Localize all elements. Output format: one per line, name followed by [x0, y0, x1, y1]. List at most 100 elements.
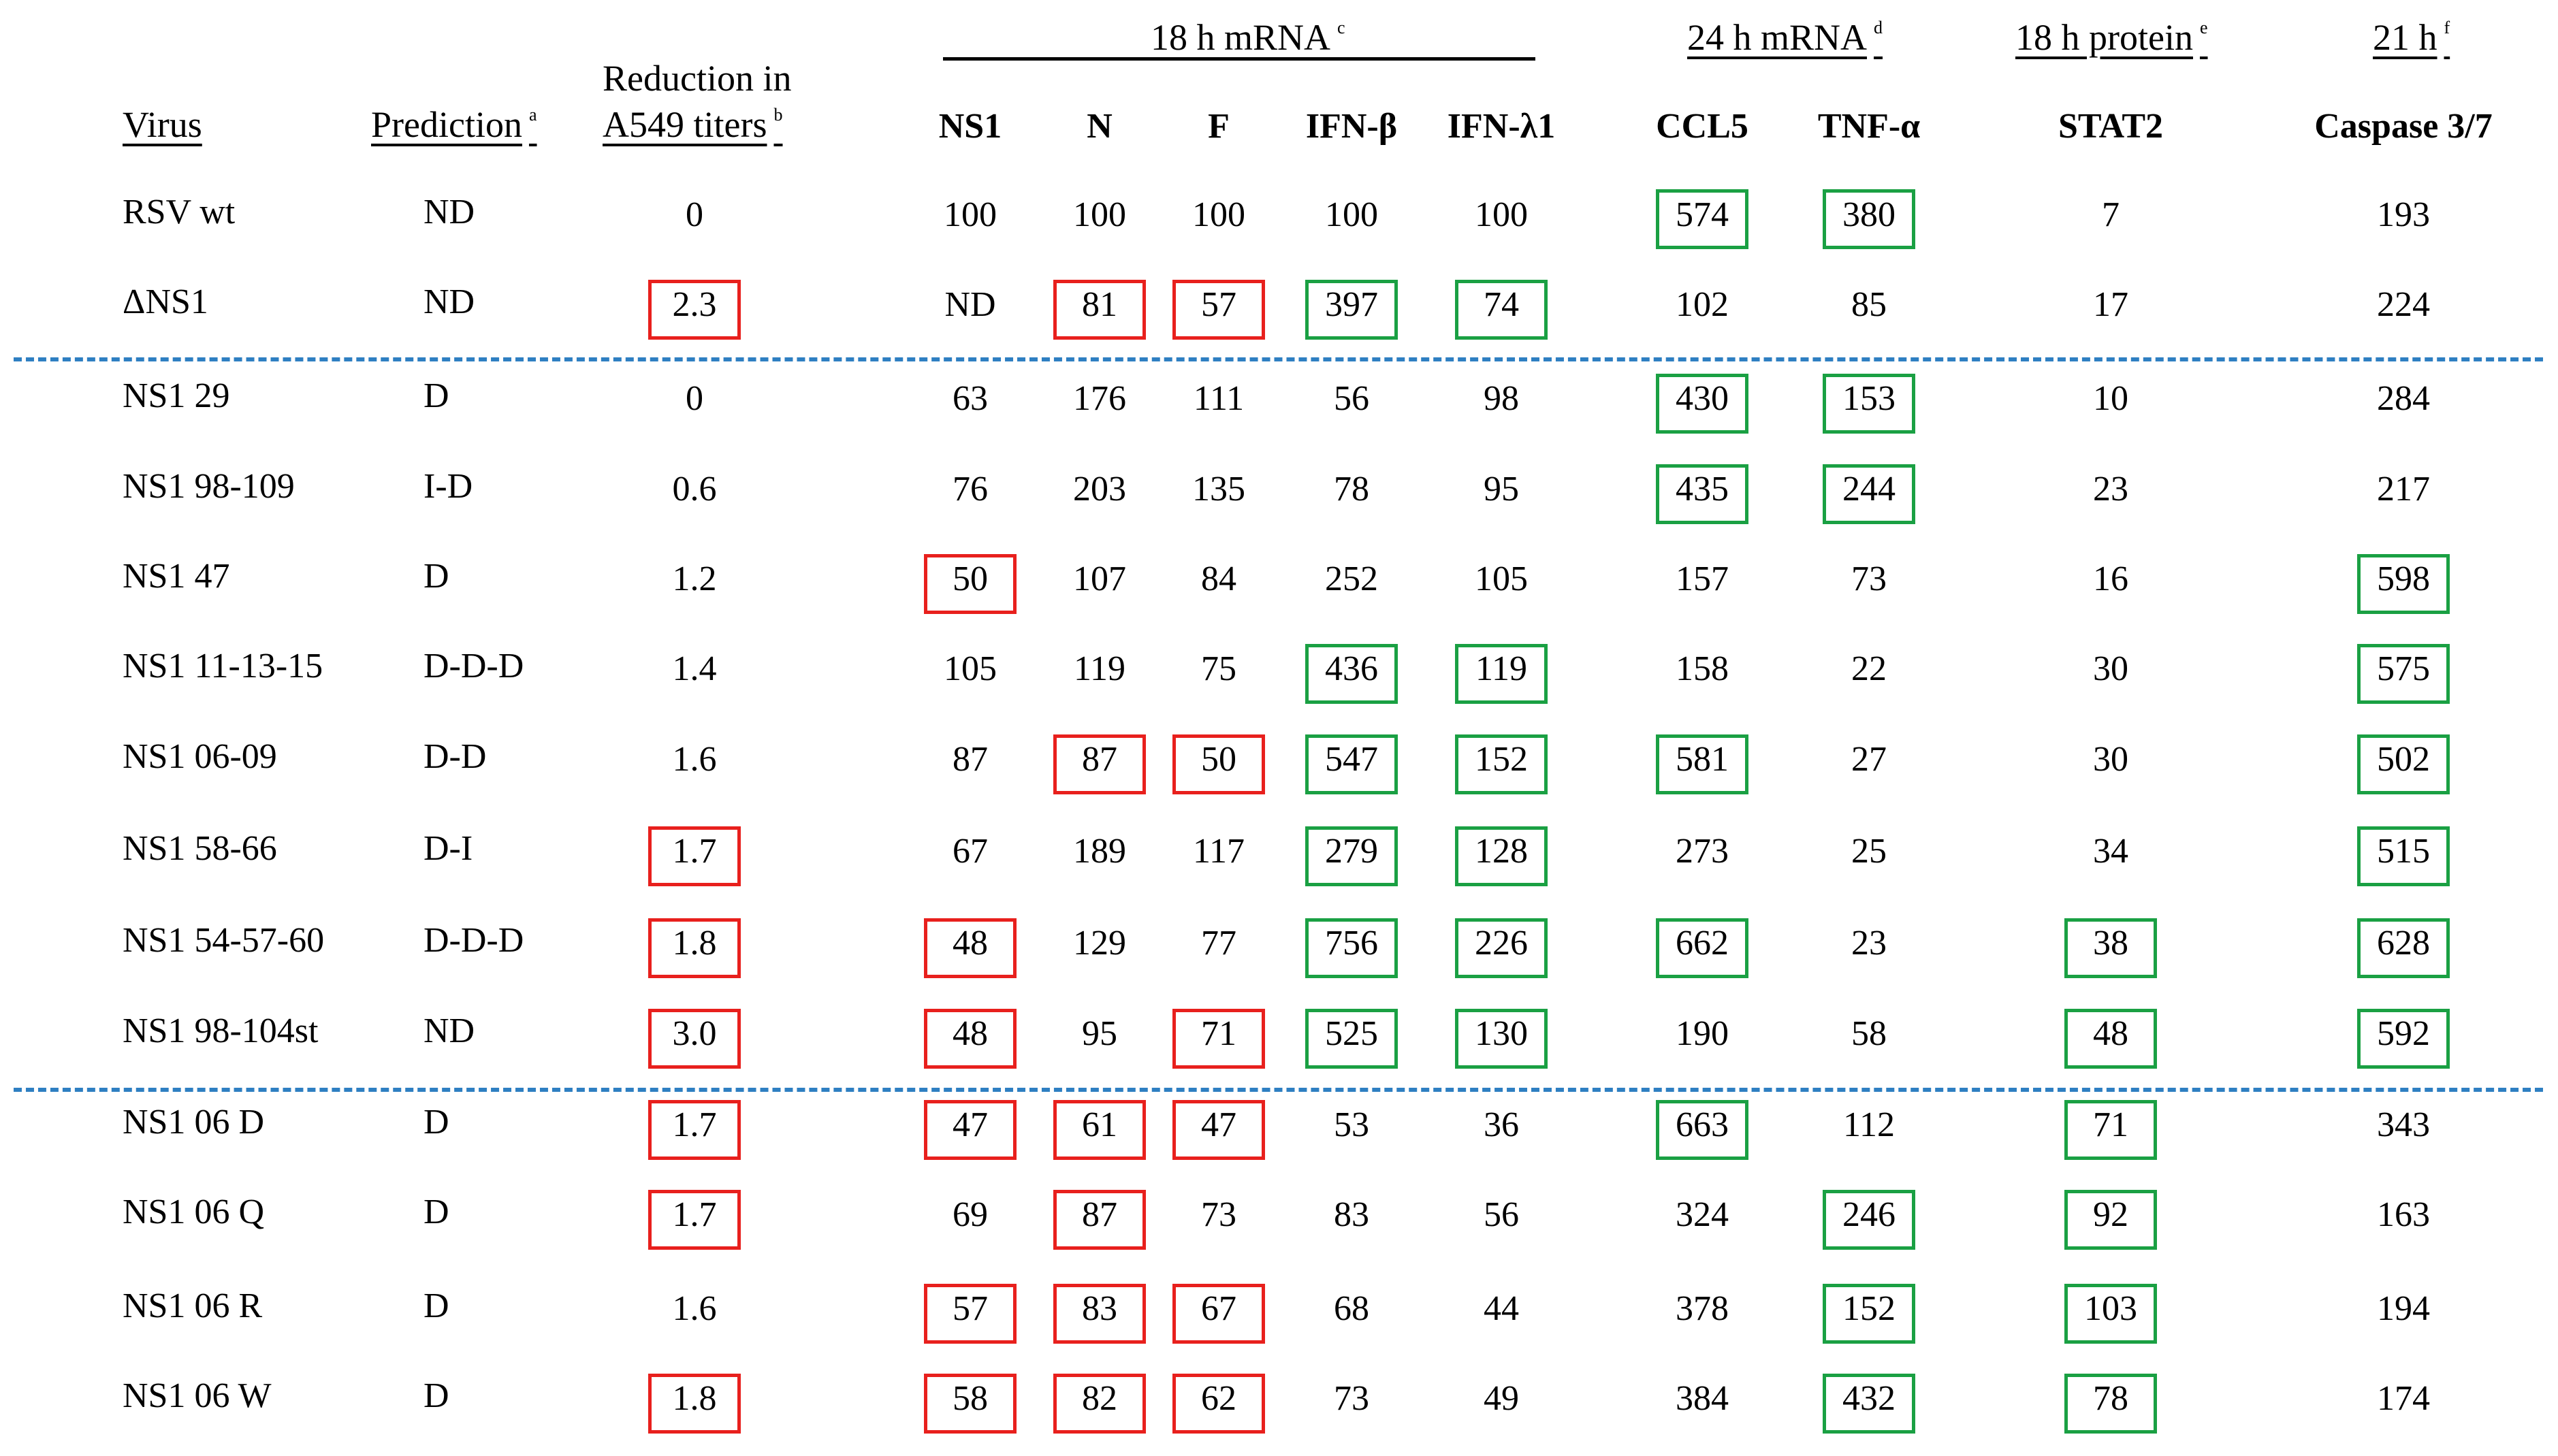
cell-f: 57	[1201, 285, 1236, 324]
cell-prediction: D-D-D	[423, 921, 524, 960]
cell-reduction: 0	[686, 195, 703, 234]
highlight-box-green	[1455, 918, 1548, 978]
cell-ccl5: 324	[1676, 1195, 1729, 1234]
cell-reduction: 1.7	[672, 1105, 717, 1144]
cell-reduction: 0	[686, 379, 703, 418]
cell-reduction: 1.8	[672, 924, 717, 962]
footnote-f: f	[2444, 18, 2450, 37]
highlight-box-red	[648, 1190, 741, 1250]
highlight-box-green	[2064, 1190, 2157, 1250]
cell-prediction: D-I	[423, 829, 473, 868]
cell-ifnb: 73	[1334, 1379, 1369, 1418]
footnote-b: b	[773, 105, 783, 125]
highlight-box-green	[1823, 1374, 1915, 1434]
cell-ccl5: 581	[1676, 740, 1729, 779]
cell-reduction: 1.4	[672, 649, 717, 688]
highlight-box-green	[1823, 464, 1915, 524]
cell-ns1: 69	[953, 1195, 988, 1234]
cell-n: 61	[1082, 1105, 1117, 1144]
highlight-box-red	[648, 280, 741, 340]
highlight-box-red	[1172, 1100, 1265, 1160]
cell-ns1: 48	[953, 924, 988, 962]
cell-f: 75	[1201, 649, 1236, 688]
highlight-box-red	[924, 1100, 1017, 1160]
cell-f: 117	[1192, 832, 1245, 871]
cell-ifnl1: 100	[1475, 195, 1528, 234]
footnote-c: c	[1337, 18, 1345, 37]
cell-ifnl1: 152	[1475, 740, 1528, 779]
cell-n: 107	[1073, 560, 1126, 598]
cell-ccl5: 663	[1676, 1105, 1729, 1144]
highlight-box-red	[924, 554, 1017, 614]
cell-n: 203	[1073, 470, 1126, 508]
col-header-ifnb: IFN-β	[1305, 107, 1398, 146]
cell-tnfa: 22	[1851, 649, 1887, 688]
footnote-d: d	[1874, 18, 1883, 37]
cell-ns1: 100	[944, 195, 997, 234]
cell-stat2: 10	[2093, 379, 2128, 418]
cell-caspase: 194	[2377, 1289, 2430, 1328]
cell-virus: NS1 11-13-15	[123, 647, 323, 685]
highlight-box-green	[1305, 734, 1398, 794]
cell-stat2: 23	[2093, 470, 2128, 508]
highlight-box-green	[1455, 826, 1548, 886]
cell-prediction: D	[423, 557, 449, 596]
cell-f: 67	[1201, 1289, 1236, 1328]
header-reduction-label: A549 titers	[603, 104, 767, 145]
cell-stat2: 103	[2084, 1289, 2137, 1328]
cell-caspase: 217	[2377, 470, 2430, 508]
cell-ifnl1: 119	[1475, 649, 1528, 688]
highlight-box-red	[924, 918, 1017, 978]
cell-stat2: 30	[2093, 649, 2128, 688]
highlight-box-green	[2357, 826, 2450, 886]
header-virus: Virus	[123, 104, 202, 145]
highlight-box-red	[1172, 1009, 1265, 1069]
highlight-box-green	[2357, 734, 2450, 794]
cell-virus: NS1 06 Q	[123, 1193, 265, 1231]
cell-virus: NS1 58-66	[123, 829, 277, 868]
cell-stat2: 34	[2093, 832, 2128, 871]
cell-ns1: 48	[953, 1014, 988, 1053]
highlight-box-green	[1455, 1009, 1548, 1069]
col-header-tnfa: TNF-α	[1817, 107, 1921, 146]
cell-ccl5: 430	[1676, 379, 1729, 418]
header-18h-protein: 18 h protein e	[2015, 19, 2208, 56]
cell-f: 135	[1192, 470, 1245, 508]
cell-reduction: 1.6	[672, 740, 717, 779]
cell-virus: NS1 29	[123, 376, 230, 415]
cell-ifnl1: 128	[1475, 832, 1528, 871]
cell-prediction: D	[423, 1103, 449, 1142]
cell-tnfa: 153	[1842, 379, 1896, 418]
highlight-box-red	[648, 826, 741, 886]
cell-ns1: 57	[953, 1289, 988, 1328]
cell-n: 189	[1073, 832, 1126, 871]
col-header-n: N	[1087, 107, 1113, 146]
cell-prediction: ND	[423, 193, 475, 231]
cell-ccl5: 157	[1676, 560, 1729, 598]
header-24h-mrna-label: 24 h mRNA	[1687, 17, 1868, 58]
cell-ifnb: 252	[1325, 560, 1378, 598]
header-18h-mrna-label: 18 h mRNA	[1151, 17, 1331, 58]
highlight-box-green	[1656, 374, 1748, 434]
cell-ifnb: 53	[1334, 1105, 1369, 1144]
cell-f: 73	[1201, 1195, 1236, 1234]
cell-prediction: D	[423, 1287, 449, 1325]
cell-ifnl1: 226	[1475, 924, 1528, 962]
cell-f: 47	[1201, 1105, 1236, 1144]
highlight-box-red	[1053, 1284, 1146, 1344]
cell-reduction: 3.0	[672, 1014, 717, 1053]
cell-ns1: 50	[953, 560, 988, 598]
highlight-box-green	[1305, 918, 1398, 978]
cell-virus: NS1 98-104st	[123, 1012, 319, 1050]
cell-stat2: 71	[2093, 1105, 2128, 1144]
highlight-box-red	[648, 918, 741, 978]
cell-caspase: 502	[2377, 740, 2430, 779]
cell-tnfa: 25	[1851, 832, 1887, 871]
cell-reduction: 1.8	[672, 1379, 717, 1418]
cell-f: 50	[1201, 740, 1236, 779]
highlight-box-green	[2357, 1009, 2450, 1069]
cell-virus: NS1 06 W	[123, 1376, 272, 1415]
cell-caspase: 224	[2377, 285, 2430, 324]
highlight-box-green	[1305, 280, 1398, 340]
cell-ccl5: 435	[1676, 470, 1729, 508]
